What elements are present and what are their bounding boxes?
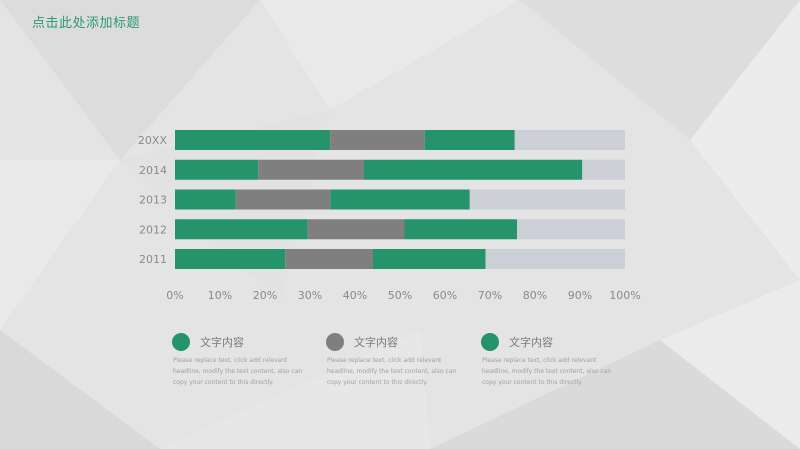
bar-segment-2012-2	[307, 219, 405, 240]
bar-segment-20XX-2	[330, 130, 425, 150]
legend-dot-icon	[326, 333, 344, 351]
bar-segment-2014-4	[582, 159, 625, 180]
x-tick-label: 80%	[523, 289, 547, 302]
legend-dot-icon	[481, 333, 499, 351]
bar-segment-2013-4	[469, 189, 625, 210]
bar-segment-2011-3	[373, 249, 486, 269]
legend-title[interactable]: 文字内容	[200, 336, 244, 349]
x-tick-label: 90%	[568, 289, 592, 302]
x-tick-label: 0%	[166, 289, 183, 302]
legend-description[interactable]: Please replace text, click add relevant …	[482, 357, 612, 386]
bar-segment-2014-3	[364, 159, 583, 180]
x-tick-label: 30%	[298, 289, 322, 302]
category-label: 2012	[139, 223, 167, 236]
x-tick-label: 50%	[388, 289, 412, 302]
slide-title[interactable]: 点击此处添加标题	[32, 16, 141, 31]
category-label: 20XX	[138, 134, 168, 147]
category-label: 2011	[139, 253, 167, 266]
bar-segment-2014-1	[175, 159, 259, 180]
x-tick-label: 70%	[478, 289, 502, 302]
bar-segment-20XX-3	[424, 130, 515, 150]
x-tick-label: 100%	[609, 289, 640, 302]
legend-dot-icon	[172, 333, 190, 351]
category-label: 2013	[139, 194, 167, 207]
bar-segment-2011-4	[485, 249, 625, 269]
category-label: 2014	[139, 164, 167, 177]
bar-segment-2013-2	[235, 189, 331, 210]
bar-segment-2011-1	[175, 249, 286, 269]
x-tick-label: 60%	[433, 289, 457, 302]
legend-description[interactable]: Please replace text, click add relevant …	[327, 357, 457, 386]
bar-segment-2011-2	[285, 249, 373, 269]
bar-segment-20XX-1	[175, 130, 331, 150]
bar-segment-2014-2	[258, 159, 364, 180]
x-tick-label: 40%	[343, 289, 367, 302]
legend-title[interactable]: 文字内容	[509, 336, 553, 349]
bar-segment-2012-4	[517, 219, 625, 240]
legend-description[interactable]: Please replace text, click add relevant …	[173, 357, 303, 386]
bar-segment-2012-1	[175, 219, 308, 240]
legend-title[interactable]: 文字内容	[354, 336, 398, 349]
bar-segment-2012-3	[404, 219, 517, 240]
bar-segment-20XX-4	[514, 130, 625, 150]
x-tick-label: 10%	[208, 289, 232, 302]
bar-segment-2013-1	[175, 189, 236, 210]
bar-segment-2013-3	[330, 189, 470, 210]
x-tick-label: 20%	[253, 289, 277, 302]
